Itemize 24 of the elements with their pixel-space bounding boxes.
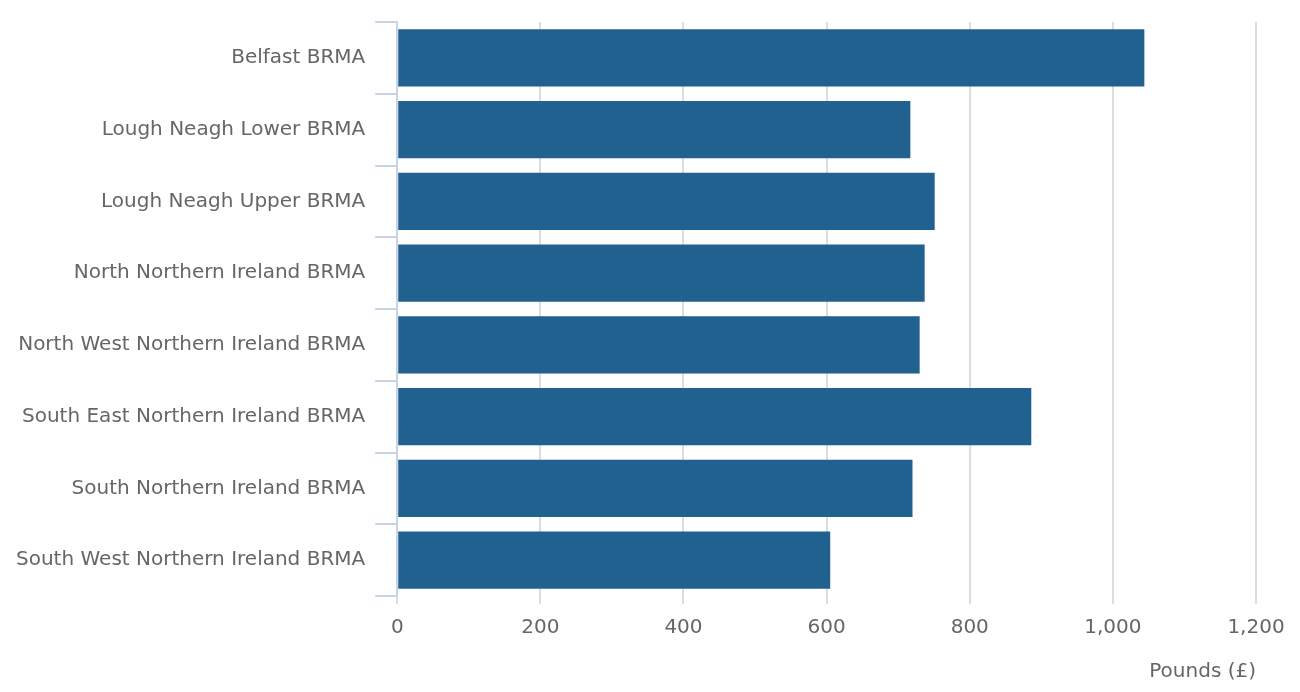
- y-tick-label: South Northern Ireland BRMA: [71, 474, 366, 499]
- bar: [398, 244, 925, 302]
- x-tick-label: 400: [664, 614, 703, 639]
- bar: [398, 172, 935, 231]
- y-tick-label: Lough Neagh Lower BRMA: [101, 115, 366, 140]
- bar: [398, 387, 1032, 446]
- bar: [398, 531, 831, 589]
- bar: [398, 29, 1145, 87]
- bar: [398, 316, 920, 374]
- y-tick-label: South East Northern Ireland BRMA: [22, 402, 366, 427]
- x-tick-label: 1,200: [1227, 614, 1285, 639]
- x-tick-label: 0: [390, 614, 404, 639]
- x-tick-label: 600: [807, 614, 846, 639]
- y-tick-label: North Northern Ireland BRMA: [73, 259, 366, 284]
- bar: [398, 459, 913, 518]
- bar: [398, 100, 911, 159]
- x-tick-label: 800: [950, 614, 989, 639]
- y-tick-label: South West Northern Ireland BRMA: [15, 546, 366, 571]
- y-tick-label: Lough Neagh Upper BRMA: [101, 187, 366, 212]
- x-tick-label: 200: [521, 614, 560, 639]
- y-tick-label: Belfast BRMA: [231, 44, 366, 69]
- x-tick-label: 1,000: [1084, 614, 1142, 639]
- y-tick-label: North West Northern Ireland BRMA: [18, 331, 366, 356]
- x-axis-title: Pounds (£): [1149, 658, 1256, 683]
